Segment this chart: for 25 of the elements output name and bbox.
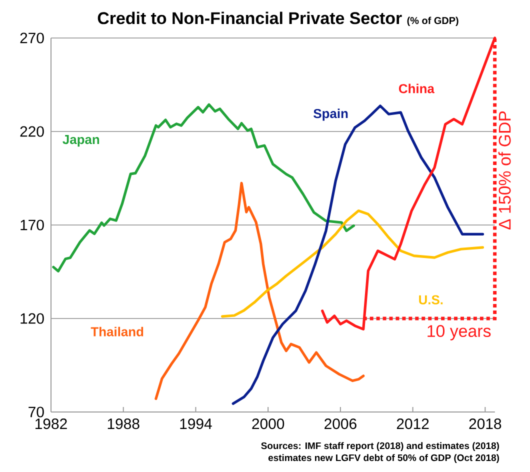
source-note: Sources: IMF staff report (2018) and estimates (2018) <box>261 442 499 451</box>
y-tick-label: 170 <box>20 220 44 230</box>
line-series <box>220 209 484 318</box>
y-tick-label: 270 <box>20 32 44 44</box>
y-tick-label: 220 <box>20 126 44 137</box>
x-tick-label: 2012 <box>396 418 429 430</box>
line-series <box>52 103 356 272</box>
text: U.S. <box>419 295 443 304</box>
series-label: Spain <box>314 108 348 121</box>
chart-title: Credit to Non-Financial Private Sector <box>98 12 402 24</box>
x-tick-label: 1982 <box>36 418 67 430</box>
x-tick-label: 1994 <box>180 418 212 430</box>
text: Thailand <box>90 326 144 336</box>
text: Δ 150% of GDP <box>498 111 511 230</box>
y-tick-label: 70 <box>28 406 44 418</box>
x-tick-label: 2018 <box>469 418 502 430</box>
chart-subtitle: (% of GDP) <box>407 16 458 26</box>
text: Japan <box>62 135 100 147</box>
x-tick-label: 2000 <box>252 418 284 430</box>
y-tick-label: 120 <box>20 313 44 324</box>
x-tick-label: 1988 <box>108 418 140 430</box>
text: China <box>398 84 434 94</box>
x-tick-label: 2006 <box>324 418 356 430</box>
text: estimates new LGFV debt of 50% of GDP (Oct 2018) <box>268 454 500 463</box>
annotation: 10 years <box>428 325 491 340</box>
